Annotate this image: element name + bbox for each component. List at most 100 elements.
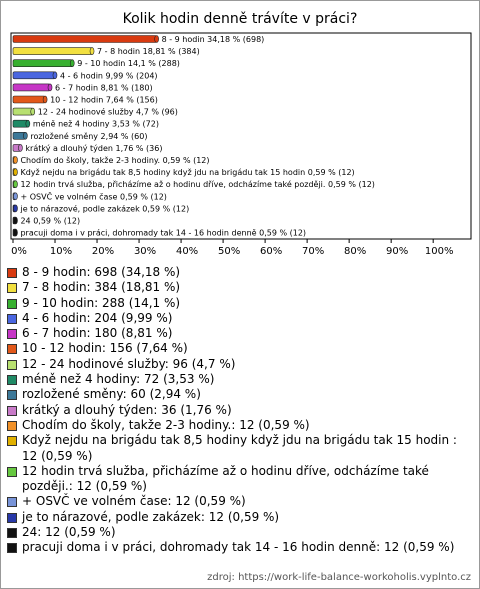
x-tick-label: 20% <box>92 246 114 257</box>
legend-item: 6 - 7 hodin: 180 (8,81 %) <box>7 326 473 341</box>
value-label: je to nárazové, podle zakázek 0,59 % (12… <box>19 203 189 213</box>
bar-cap <box>154 35 159 43</box>
legend-swatch <box>7 359 17 370</box>
value-label: rozložené směny 2,94 % (60) <box>30 131 147 141</box>
legend-label: 4 - 6 hodin: 204 (9,99 %) <box>22 310 173 325</box>
bar <box>12 95 46 104</box>
legend-swatch <box>7 543 17 554</box>
legend-item: je to nárazové, podle zakázek: 12 (0,59 … <box>7 510 473 525</box>
legend-label: Když nejdu na brigádu tak 8,5 hodiny kdy… <box>22 433 457 463</box>
bar-cap <box>13 180 18 188</box>
legend: 8 - 9 hodin: 698 (34,18 %) 7 - 8 hodin: 3… <box>7 265 473 556</box>
legend-label: 10 - 12 hodin: 156 (7,64 %) <box>22 341 188 356</box>
legend-item: méně než 4 hodiny: 72 (3,53 %) <box>7 372 473 387</box>
bar-cap <box>13 228 18 237</box>
bar <box>12 59 73 68</box>
legend-label: + OSVČ ve volném čase: 12 (0,59 %) <box>22 494 246 509</box>
bar <box>12 107 34 116</box>
chart-title: Kolik hodin denně trávíte v práci? <box>123 11 358 27</box>
legend-swatch <box>7 528 17 539</box>
bar-cap <box>42 95 48 104</box>
plot-area <box>10 32 472 240</box>
legend-swatch <box>7 466 17 477</box>
bar <box>12 71 56 80</box>
value-label: Chodím do školy, takže 2-3 hodiny. 0,59 … <box>20 155 209 165</box>
legend-item: + OSVČ ve volném čase: 12 (0,59 %) <box>7 494 473 509</box>
bar-cap <box>89 47 95 55</box>
legend-swatch <box>7 436 17 447</box>
legend-item: 10 - 12 hodin: 156 (7,64 %) <box>7 341 473 356</box>
legend-item: Když nejdu na brigádu tak 8,5 hodiny kdy… <box>7 433 473 464</box>
value-label: Když nejdu na brigádu tak 8,5 hodiny kdy… <box>20 168 354 177</box>
legend-swatch <box>7 497 17 508</box>
legend-item: pracuji doma i v práci, dohromady tak 14… <box>7 540 473 555</box>
bar-cap <box>52 71 58 80</box>
value-label: 7 - 8 hodin 18,81 % (384) <box>97 47 200 56</box>
value-label: pracuji doma i v práci, dohromady tak 14… <box>20 229 306 238</box>
bar-cap <box>23 132 28 140</box>
legend-label: pracuji doma i v práci, dohromady tak 14… <box>22 540 455 555</box>
legend-label: rozložené směny: 60 (2,94 %) <box>22 387 201 402</box>
legend-swatch <box>7 344 17 355</box>
value-label: + OSVČ ve volném čase 0,59 % (12) <box>20 190 166 201</box>
bar-cap <box>30 107 36 116</box>
legend-item: 12 - 24 hodinové služby: 96 (4,7 %) <box>7 357 473 372</box>
x-tick-label: 60% <box>260 246 282 257</box>
bar-cap <box>13 216 18 225</box>
legend-item: 9 - 10 hodin: 288 (14,1 %) <box>7 296 473 311</box>
bar-cap <box>47 83 53 92</box>
bar <box>12 47 93 55</box>
bar-cap <box>69 59 75 68</box>
legend-item: rozložené směny: 60 (2,94 %) <box>7 387 473 402</box>
bar-cap <box>13 156 18 164</box>
legend-label: 12 - 24 hodinové služby: 96 (4,7 %) <box>22 356 236 371</box>
legend-item: krátký a dlouhý týden: 36 (1,76 %) <box>7 403 473 418</box>
legend-swatch <box>7 329 17 340</box>
legend-item: 12 hodin trvá služba, přicházíme až o ho… <box>7 464 473 495</box>
legend-swatch <box>7 313 17 324</box>
legend-label: 9 - 10 hodin: 288 (14,1 %) <box>22 295 181 310</box>
legend-label: 7 - 8 hodin: 384 (18,81 %) <box>22 280 181 295</box>
value-label: 9 - 10 hodin 14,1 % (288) <box>77 59 180 68</box>
x-tick-label: 10% <box>50 246 72 257</box>
legend-item: 4 - 6 hodin: 204 (9,99 %) <box>7 311 473 326</box>
value-label: 6 - 7 hodin 8,81 % (180) <box>55 83 153 92</box>
bar-cap <box>13 204 18 213</box>
legend-label: méně než 4 hodiny: 72 (3,53 %) <box>22 372 215 387</box>
legend-label: 12 hodin trvá služba, přicházíme až o ho… <box>22 463 429 494</box>
legend-swatch <box>7 375 17 386</box>
bar-cap <box>18 144 23 152</box>
value-label: 24 0,59 % (12) <box>20 217 80 226</box>
x-tick-label: 40% <box>176 246 198 257</box>
value-label: 10 - 12 hodin 7,64 % (156) <box>50 96 158 105</box>
legend-label: 6 - 7 hodin: 180 (8,81 %) <box>22 326 173 341</box>
legend-item: 7 - 8 hodin: 384 (18,81 %) <box>7 280 473 295</box>
bar-cap <box>13 192 18 201</box>
bar <box>12 83 51 92</box>
bar-cap <box>25 119 31 128</box>
legend-swatch <box>7 298 17 309</box>
x-tick-label: 90% <box>386 246 408 257</box>
legend-label: krátký a dlouhý týden: 36 (1,76 %) <box>22 402 232 417</box>
legend-item: Chodím do školy, takže 2-3 hodiny.: 12 (… <box>7 418 473 433</box>
chart: Kolik hodin denně trávíte v práci? 0% 10%… <box>10 11 472 257</box>
bar-cap <box>13 168 18 176</box>
value-label: 12 - 24 hodinové služby 4,7 % (96) <box>38 107 178 117</box>
source: zdroj: https://work-life-balance-workoho… <box>207 572 471 583</box>
x-tick-label: 100% <box>425 246 454 257</box>
x-tick-label: 30% <box>134 246 156 257</box>
legend-swatch <box>7 268 17 278</box>
x-tick-label: 80% <box>344 246 366 257</box>
legend-label: 24: 12 (0,59 %) <box>22 525 116 540</box>
value-label: 8 - 9 hodin 34,18 % (698) <box>162 35 265 44</box>
bar <box>12 35 157 43</box>
value-label: krátký a dlouhý týden 1,76 % (36) <box>25 144 162 153</box>
x-tick-label: 70% <box>302 246 324 257</box>
legend-swatch <box>7 420 17 431</box>
legend-label: Chodím do školy, takže 2-3 hodiny.: 12 (… <box>22 417 310 432</box>
legend-swatch <box>7 512 17 523</box>
x-tick-label: 0% <box>11 246 27 257</box>
value-label: 4 - 6 hodin 9,99 % (204) <box>60 71 158 80</box>
value-label: méně než 4 hodiny 3,53 % (72) <box>33 119 159 129</box>
